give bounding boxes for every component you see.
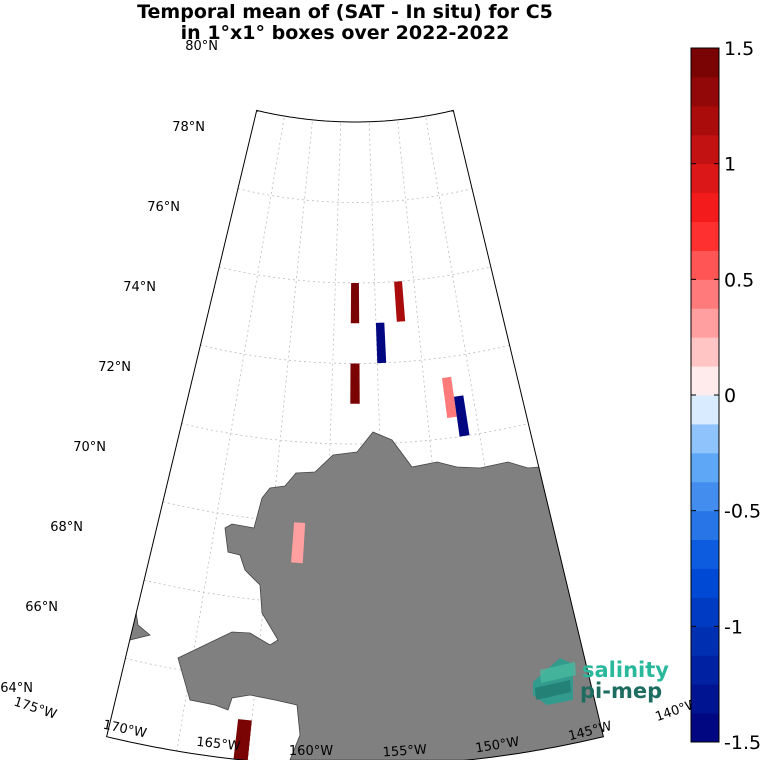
lon-label-160: 160°W — [289, 744, 333, 759]
lat-label-66: 66°N — [25, 600, 58, 615]
lat-label-70: 70°N — [73, 440, 106, 455]
logo-emblem-icon — [533, 658, 576, 705]
parallel-line — [200, 344, 510, 364]
lat-label-76: 76°N — [147, 200, 180, 215]
lat-label-72: 72°N — [98, 360, 131, 375]
meridian-line — [176, 115, 285, 752]
data-box — [375, 322, 387, 364]
lat-label-74: 74°N — [123, 280, 156, 295]
data-box — [394, 281, 406, 322]
meridian-line — [247, 119, 313, 760]
lat-label-68: 68°N — [50, 520, 83, 535]
meridian-line — [425, 115, 534, 752]
lat-label-64: 64°N — [0, 681, 33, 696]
logo-text-salinity: salinity — [582, 658, 669, 682]
land-layer — [106, 431, 604, 760]
parallel-line — [219, 266, 491, 284]
lon-label-170: 170°W — [102, 718, 148, 742]
data-box — [350, 283, 360, 324]
meridian-line — [397, 119, 463, 760]
meridian-line — [318, 121, 342, 760]
title-line-2: in 1°x1° boxes over 2022-2022 — [180, 22, 510, 44]
logo-text-pimep: pi-mep — [580, 679, 662, 703]
lon-label-150: 150°W — [474, 735, 520, 757]
land-alaska — [177, 431, 604, 760]
data-box — [442, 376, 457, 418]
lat-label-78: 78°N — [172, 120, 205, 135]
data-boxes — [233, 281, 470, 760]
data-box — [350, 363, 360, 404]
map-frame — [105, 109, 605, 760]
lon-label-165: 165°W — [196, 735, 242, 755]
title-line-1: Temporal mean of (SAT - In situ) for C5 — [137, 1, 553, 23]
data-box — [454, 395, 470, 437]
data-box — [233, 719, 252, 760]
map-border — [105, 109, 605, 760]
parallel-line — [144, 579, 566, 606]
lon-label-175: 175°W — [12, 695, 59, 723]
lon-label-155: 155°W — [382, 742, 427, 760]
data-box — [291, 522, 306, 564]
land-chukotka — [106, 538, 151, 695]
salinity-pimep-logo: salinity pi-mep — [533, 658, 669, 705]
parallel-line — [181, 423, 529, 445]
lat-label-80: 80°N — [185, 39, 218, 54]
parallel-line — [237, 188, 473, 203]
